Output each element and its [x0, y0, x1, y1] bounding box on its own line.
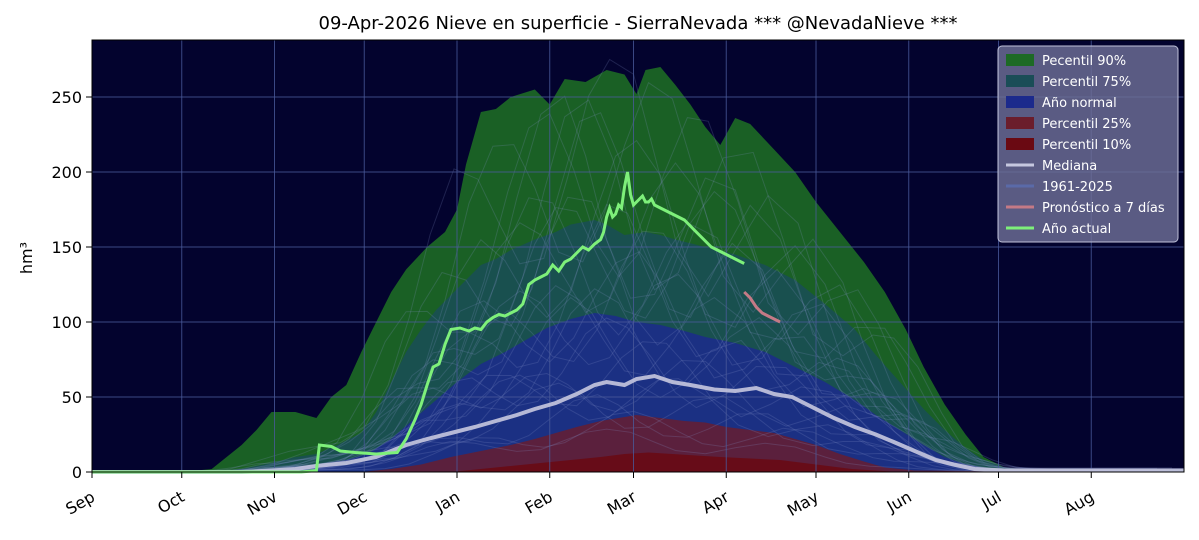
- legend-label: 1961-2025: [1042, 180, 1113, 195]
- history-line: [92, 81, 1173, 473]
- history-line: [101, 285, 1185, 473]
- history-line: [92, 197, 1167, 473]
- chart-title: 09-Apr-2026 Nieve en superficie - Sierra…: [319, 13, 958, 34]
- legend-box: [997, 45, 1179, 243]
- legend-label: Percentil 10%: [1042, 138, 1131, 153]
- legend-label: Percentil 25%: [1042, 117, 1131, 132]
- y-tick-label: 250: [51, 88, 82, 107]
- area-ano-normal: [92, 313, 1184, 472]
- legend-label: Percentil 75%: [1042, 75, 1131, 90]
- legend-swatch: [1006, 54, 1034, 66]
- history-line: [118, 230, 1185, 473]
- area-percentil-25: [92, 415, 1184, 472]
- legend-label: Año actual: [1042, 222, 1111, 237]
- y-tick-label: 50: [62, 388, 82, 407]
- history-line: [107, 162, 1185, 473]
- legend-label: Pronóstico a 7 días: [1042, 201, 1165, 216]
- history-line: [112, 359, 1184, 473]
- series-ano-actual: [92, 171, 745, 474]
- history-line: [115, 288, 1185, 473]
- history-line: [92, 428, 1155, 473]
- y-tick-label: 100: [51, 313, 82, 332]
- legend-label: Pecentil 90%: [1042, 54, 1126, 69]
- history-line: [98, 341, 1185, 473]
- y-tick-label: 150: [51, 238, 82, 257]
- history-line: [92, 58, 1158, 473]
- legend: Pecentil 90% Percentil 75% Año normal Perce…: [997, 45, 1179, 243]
- history-line: [95, 394, 1184, 473]
- history-line: [92, 374, 1158, 473]
- area-percentil-10: [92, 452, 1184, 472]
- legend-label: Mediana: [1042, 159, 1097, 174]
- history-line: [95, 112, 1185, 473]
- y-axis-label: hm³: [17, 242, 36, 274]
- y-tick-label: 0: [72, 463, 82, 482]
- legend-label: Año normal: [1042, 96, 1117, 111]
- legend-swatch: [1006, 138, 1034, 150]
- plot-frame: [91, 39, 1185, 473]
- legend-swatch: [1006, 96, 1034, 108]
- legend-swatch: [1006, 75, 1034, 87]
- history-line: [92, 112, 1170, 473]
- history-line: [121, 190, 1185, 473]
- y-tick-label: 200: [51, 163, 82, 182]
- history-line: [92, 251, 1164, 473]
- series-pronostico: [743, 290, 781, 324]
- legend-swatch: [1006, 117, 1034, 129]
